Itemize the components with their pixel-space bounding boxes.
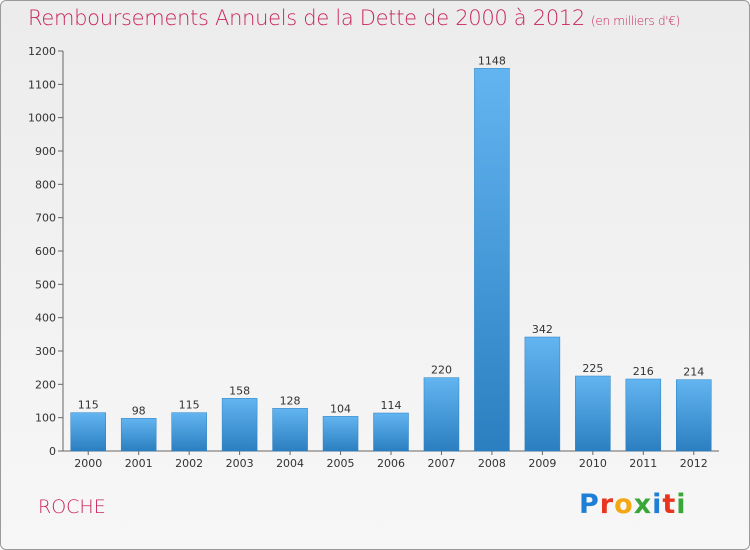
x-tick-label: 2011 [629, 457, 657, 470]
x-tick-label: 2012 [680, 457, 708, 470]
y-tick-label: 800 [35, 178, 56, 191]
bar [171, 412, 207, 452]
bar [676, 379, 712, 452]
data-label: 216 [633, 365, 654, 378]
bar [423, 377, 460, 452]
data-label: 115 [78, 399, 99, 412]
data-label: 214 [683, 366, 704, 379]
logo-letter: i [676, 489, 687, 520]
bar [575, 375, 611, 452]
x-tick-label: 2010 [579, 457, 607, 470]
logo-letter: t [662, 489, 677, 520]
bar [474, 68, 510, 452]
y-tick-label: 600 [35, 245, 56, 258]
x-tick-label: 2008 [478, 457, 506, 470]
proxiti-logo: Proxiti [579, 489, 687, 520]
bar [70, 412, 106, 452]
x-tick-label: 2006 [377, 457, 405, 470]
y-tick-label: 1100 [28, 78, 56, 91]
y-tick-label: 1200 [28, 45, 56, 58]
y-tick-label: 700 [35, 212, 56, 225]
x-tick-label: 2005 [327, 457, 355, 470]
x-tick-label: 2009 [528, 457, 556, 470]
bar [221, 398, 258, 452]
bar [272, 408, 308, 452]
data-label: 220 [431, 364, 452, 377]
x-tick-label: 2003 [226, 457, 254, 470]
bar [322, 416, 359, 452]
chart-title: Remboursements Annuels de la Dette de 20… [28, 6, 680, 30]
chart-title-text: Remboursements Annuels de la Dette de 20… [28, 6, 585, 30]
y-tick-label: 0 [49, 445, 56, 458]
data-label: 342 [532, 323, 553, 336]
y-tick-label: 900 [35, 145, 56, 158]
data-label: 104 [330, 402, 351, 415]
y-tick-label: 300 [35, 345, 56, 358]
data-label: 114 [381, 399, 402, 412]
commune-name: ROCHE [38, 496, 106, 518]
data-label: 225 [582, 362, 603, 375]
data-label: 1148 [478, 54, 506, 67]
y-tick-label: 100 [35, 412, 56, 425]
bar [373, 412, 409, 452]
chart-bars [70, 68, 712, 452]
bar [120, 418, 157, 452]
y-tick-label: 200 [35, 378, 56, 391]
x-tick-label: 2000 [74, 457, 102, 470]
x-tick-label: 2001 [125, 457, 153, 470]
logo-letter: x [633, 489, 653, 520]
bar [625, 378, 662, 452]
x-tick-label: 2007 [427, 457, 455, 470]
data-label: 128 [280, 394, 301, 407]
chart-labels: 115 2000 98 2001 115 2002 158 2003 128 2004 104 200… [74, 54, 708, 470]
logo-letter: i [652, 489, 663, 520]
x-tick-label: 2002 [175, 457, 203, 470]
data-label: 115 [179, 399, 200, 412]
logo-letter: P [579, 489, 600, 520]
y-tick-label: 500 [35, 278, 56, 291]
data-label: 158 [229, 384, 250, 397]
chart-unit: (en milliers d'€) [591, 14, 681, 28]
chart-axes: 0 100 200 300 400 500 600 700 800 900 1000 1100 1200 [28, 45, 719, 458]
y-tick-label: 1000 [28, 112, 56, 125]
logo-letter: r [599, 489, 615, 520]
x-tick-label: 2004 [276, 457, 304, 470]
data-label: 98 [132, 404, 146, 417]
bar [524, 336, 561, 452]
y-tick-label: 400 [35, 312, 56, 325]
logo-letter: o [614, 489, 634, 520]
